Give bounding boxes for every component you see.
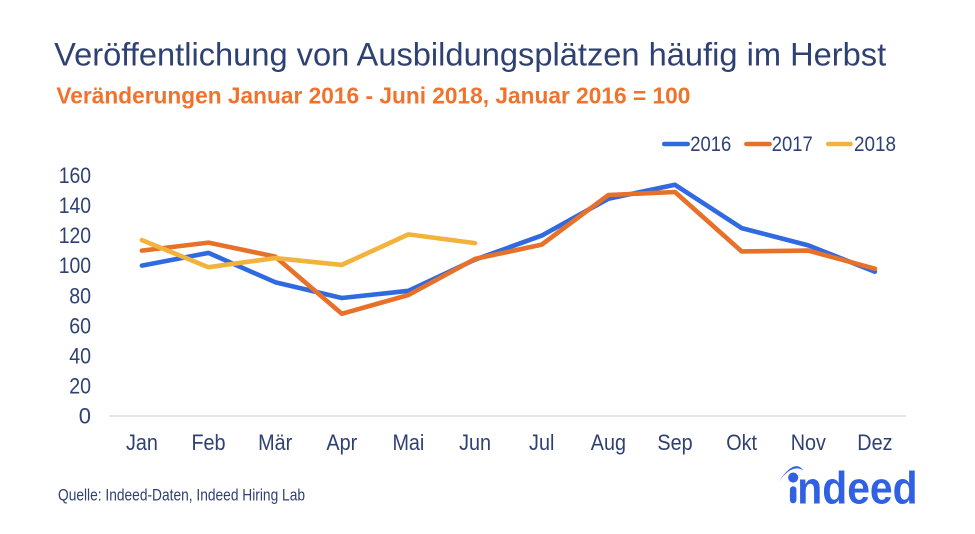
svg-text:Okt: Okt	[726, 430, 757, 455]
svg-text:Jul: Jul	[529, 430, 554, 455]
svg-text:0: 0	[79, 404, 91, 429]
svg-text:2016: 2016	[690, 132, 731, 156]
svg-text:Mai: Mai	[392, 430, 424, 455]
svg-text:Nov: Nov	[791, 430, 826, 455]
svg-text:Veröffentlichung von Ausbildun: Veröffentlichung von Ausbildungsplätzen …	[54, 37, 886, 73]
svg-text:Quelle: Indeed-Daten, Indeed H: Quelle: Indeed-Daten, Indeed Hiring Lab	[58, 487, 305, 505]
svg-text:Apr: Apr	[326, 430, 357, 455]
svg-text:Jun: Jun	[459, 430, 491, 455]
svg-text:Dez: Dez	[857, 430, 892, 455]
svg-text:80: 80	[69, 283, 91, 308]
svg-text:2018: 2018	[854, 132, 896, 156]
svg-text:140: 140	[59, 193, 91, 218]
svg-text:40: 40	[69, 343, 91, 368]
svg-text:Mär: Mär	[258, 430, 292, 455]
svg-text:Veränderungen Januar 2016 - Ju: Veränderungen Januar 2016 - Juni 2018, J…	[56, 83, 690, 109]
svg-text:120: 120	[59, 223, 91, 248]
svg-text:Sep: Sep	[657, 430, 692, 455]
svg-text:Aug: Aug	[591, 430, 626, 455]
svg-text:Jan: Jan	[126, 430, 158, 455]
svg-text:20: 20	[69, 374, 91, 399]
svg-text:Feb: Feb	[191, 430, 225, 455]
svg-text:60: 60	[69, 313, 91, 338]
svg-text:ndeed: ndeed	[797, 462, 917, 513]
svg-text:100: 100	[59, 253, 91, 278]
svg-text:160: 160	[59, 163, 91, 188]
svg-text:2017: 2017	[772, 132, 813, 156]
